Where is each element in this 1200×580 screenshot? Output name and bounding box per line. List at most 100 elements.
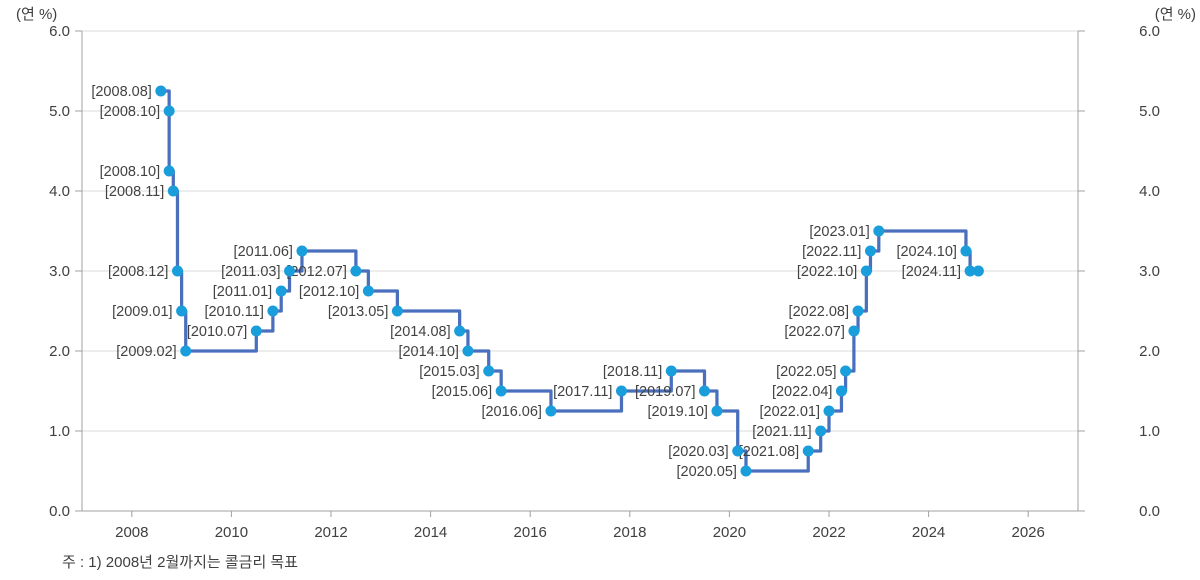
data-point-marker [732, 445, 744, 457]
data-point-label: [2021.08] [739, 444, 799, 460]
series-end-marker [972, 265, 984, 277]
data-point-marker [699, 385, 710, 397]
y-axis-tick-label-left: 1.0 [49, 423, 70, 440]
data-point-marker [462, 345, 474, 357]
data-point-marker [163, 165, 175, 177]
data-point-marker [296, 245, 308, 257]
data-point-label: [2010.11] [204, 304, 263, 320]
data-point-marker [545, 405, 557, 417]
y-axis-tick-label-left: 3.0 [49, 263, 70, 280]
data-point-label: [2022.05] [776, 364, 836, 380]
data-point-marker [964, 265, 976, 277]
data-point-label: [2015.03] [419, 364, 479, 380]
data-point-marker [171, 265, 183, 277]
data-point-marker [860, 265, 872, 277]
data-point-label: [2020.03] [668, 444, 728, 460]
data-point-marker [815, 425, 827, 437]
data-point-label: [2024.10] [896, 244, 956, 260]
x-axis-tick-label: 2018 [613, 524, 646, 541]
data-point-label: [2008.12] [108, 264, 168, 280]
data-point-marker [740, 465, 752, 477]
x-axis-tick-label: 2016 [514, 524, 547, 541]
x-axis-tick-label: 2022 [812, 524, 845, 541]
x-axis-tick-label: 2008 [115, 524, 148, 541]
data-point-label: [2015.06] [432, 384, 492, 400]
x-axis-tick-label: 2020 [713, 524, 746, 541]
y-axis-tick-label-right: 1.0 [1139, 423, 1160, 440]
data-point-marker [391, 305, 403, 317]
y-axis-tick-label-left: 5.0 [49, 103, 70, 120]
data-point-marker [180, 345, 192, 357]
x-axis-tick-label: 2024 [912, 524, 945, 541]
y-axis-tick-label-right: 4.0 [1139, 183, 1160, 200]
data-point-label: [2011.06] [234, 244, 293, 260]
data-point-marker [852, 305, 864, 317]
data-point-label: [2017.11] [553, 384, 612, 400]
data-point-marker [835, 385, 847, 397]
y-axis-tick-label-left: 0.0 [49, 503, 70, 520]
data-point-label: [2022.08] [789, 304, 849, 320]
data-point-marker [176, 305, 188, 317]
data-point-marker [167, 185, 179, 197]
data-point-label: [2024.11] [902, 264, 961, 280]
data-point-marker [483, 365, 495, 377]
x-axis-tick-label: 2014 [414, 524, 447, 541]
y-axis-tick-label-left: 4.0 [49, 183, 70, 200]
data-point-marker [163, 105, 175, 117]
data-point-label: [2019.07] [635, 384, 695, 400]
y-axis-tick-label-right: 5.0 [1139, 103, 1160, 120]
data-point-label: [2016.06] [481, 404, 541, 420]
data-point-label: [2009.01] [112, 304, 172, 320]
rate-step-line [160, 89, 979, 473]
data-point-label: [2021.11] [752, 424, 811, 440]
data-point-label: [2018.11] [603, 364, 662, 380]
data-point-marker [275, 285, 287, 297]
data-point-label: [2023.01] [809, 224, 869, 240]
data-point-label: [2011.03] [221, 264, 280, 280]
data-point-label: [2020.05] [676, 464, 736, 480]
x-axis-tick-label: 2026 [1012, 524, 1045, 541]
data-point-marker [267, 305, 279, 317]
data-point-label: [2012.10] [299, 284, 359, 300]
data-point-label: [2022.04] [772, 384, 832, 400]
data-point-marker [848, 325, 860, 337]
data-point-marker [665, 365, 677, 377]
data-point-marker [495, 385, 507, 397]
data-point-marker [823, 405, 835, 417]
data-point-label: [2008.10] [100, 104, 160, 120]
data-point-marker [454, 325, 466, 337]
data-point-label: [2012.07] [286, 264, 346, 280]
data-point-label: [2008.11] [105, 184, 164, 200]
data-point-marker [284, 265, 296, 277]
data-point-marker [615, 385, 627, 397]
data-point-marker [873, 225, 885, 237]
data-point-label: [2011.01] [213, 284, 272, 300]
data-point-label: [2008.10] [100, 164, 160, 180]
data-point-label: [2022.10] [797, 264, 857, 280]
data-point-label: [2010.07] [187, 324, 247, 340]
data-point-label: [2019.10] [647, 404, 707, 420]
y-axis-tick-label-right: 3.0 [1139, 263, 1160, 280]
data-point-marker [960, 245, 972, 257]
data-point-marker [155, 85, 167, 97]
footnote: 주 : 1) 2008년 2월까지는 콜금리 목표 [62, 554, 299, 571]
y-axis-tick-label-left: 6.0 [49, 23, 70, 40]
y-axis-unit-label-right: (연 %) [1154, 6, 1196, 23]
data-point-marker [362, 285, 374, 297]
y-axis-tick-label-left: 2.0 [49, 343, 70, 360]
data-point-label: [2022.11] [802, 244, 861, 260]
data-point-marker [840, 365, 852, 377]
y-axis-tick-label-right: 6.0 [1139, 23, 1160, 40]
data-point-label: [2014.10] [398, 344, 458, 360]
y-axis-unit-label-left: (연 %) [16, 6, 58, 23]
y-axis-tick-label-right: 2.0 [1139, 343, 1160, 360]
data-point-label: [2008.08] [91, 84, 151, 100]
data-point-marker [350, 265, 362, 277]
data-point-label: [2022.07] [784, 324, 844, 340]
data-point-marker [802, 445, 814, 457]
data-point-marker [711, 405, 723, 417]
y-axis-tick-label-right: 0.0 [1139, 503, 1160, 520]
data-point-marker [250, 325, 262, 337]
